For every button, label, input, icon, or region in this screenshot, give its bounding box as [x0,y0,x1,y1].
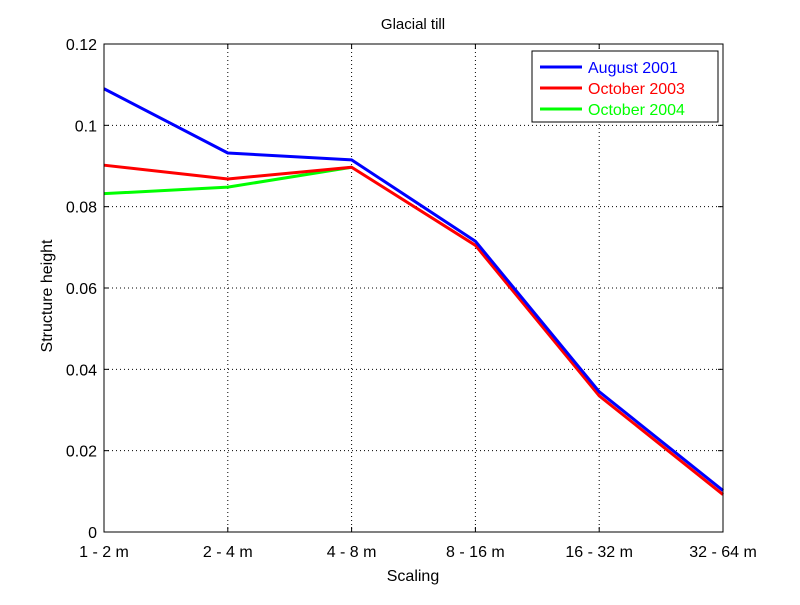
x-tick-label: 32 - 64 m [689,544,757,561]
y-tick-label: 0.04 [66,362,97,379]
x-tick-label: 1 - 2 m [79,544,129,561]
y-tick-label: 0.02 [66,444,97,461]
series-line [103,87,724,492]
series-line [103,163,724,496]
y-tick-label: 0.1 [75,118,97,135]
legend-label: October 2004 [588,102,685,119]
y-axis-label: Structure height [39,239,56,353]
y-tick-label: 0.12 [66,37,97,54]
chart-title: Glacial till [381,16,445,33]
x-tick-label: 4 - 8 m [327,544,377,561]
x-axis-label: Scaling [387,568,439,585]
y-tick-labels: 0 0.02 0.04 0.06 0.08 0.1 0.12 [66,37,97,542]
y-tick-label: 0.08 [66,200,97,217]
series-lines [103,87,724,496]
y-tick-label: 0 [88,525,97,542]
legend-label: October 2003 [588,81,685,98]
grid [104,44,723,532]
x-tick-label: 2 - 4 m [203,544,253,561]
x-tick-label: 16 - 32 m [565,544,633,561]
legend-label: August 2001 [588,60,678,77]
y-tick-label: 0.06 [66,281,97,298]
x-tick-label: 8 - 16 m [446,544,505,561]
x-tick-labels: 1 - 2 m 2 - 4 m 4 - 8 m 8 - 16 m 16 - 32 m 32… [79,544,757,561]
legend: August 2001 October 2003 October 2004 [531,50,719,123]
plot-frame [103,43,724,533]
series-line [103,165,352,196]
plot-area [104,44,723,532]
